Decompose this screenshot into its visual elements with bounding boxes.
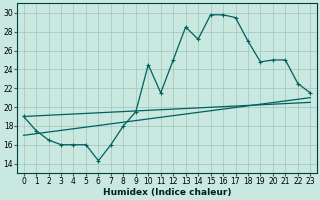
- X-axis label: Humidex (Indice chaleur): Humidex (Indice chaleur): [103, 188, 231, 197]
